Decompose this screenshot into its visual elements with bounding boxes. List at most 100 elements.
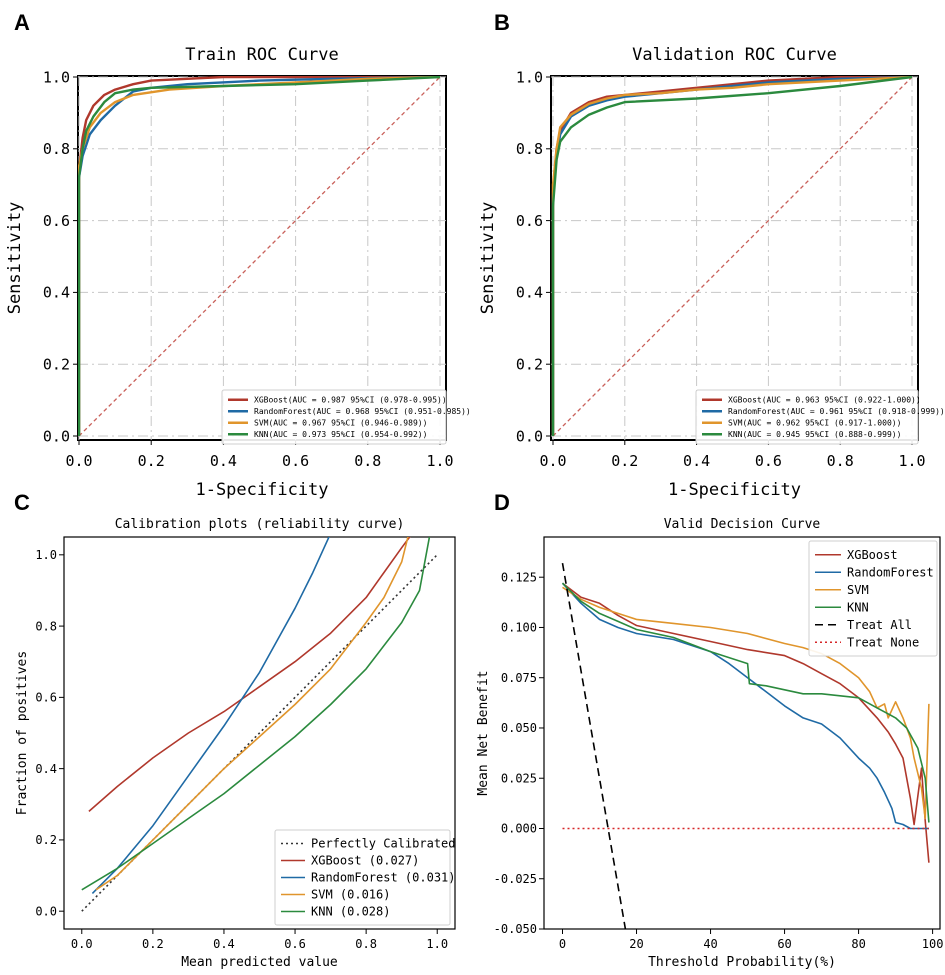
panel-b-y-tick-label-4: 0.8	[516, 140, 543, 158]
panel-a-y-tick-label-5: 1.0	[43, 68, 70, 86]
panel-d-y-tick-label-6: 0.100	[501, 621, 537, 635]
panel-a-x-tick-label-3: 0.6	[282, 452, 309, 470]
panel-b-legend-label-randomforest: RandomForest(AUC = 0.961 95%CI (0.918-0.…	[728, 407, 945, 416]
panel-d-x-tick-label-1: 20	[629, 937, 643, 951]
panel-c-x-tick-label-3: 0.6	[284, 937, 306, 951]
calibration-chart: 0.0 0.2 0.4 0.6 0.8 1.0 0.0 0.2 0.4 0.6 0.8 1.0 Cali…	[15, 517, 456, 970]
panel-b-title: Validation ROC Curve	[632, 45, 837, 65]
panel-a-x-tick-label-0: 0.0	[65, 452, 92, 470]
panel-d-series-knn	[561, 582, 930, 823]
panel-b-x-tick-label-1: 0.2	[611, 452, 638, 470]
panel-b-y-tick-label-5: 1.0	[516, 68, 543, 86]
panel-c-y-axis-label: Fraction of positives	[15, 651, 30, 815]
panel-b-legend-label-xgboost: XGBoost(AUC = 0.963 95%CI (0.922-1.000))	[728, 396, 921, 405]
panel-d-legend-label-treat-all: Treat All	[847, 618, 912, 632]
panel-a-x-tick-label-5: 1.0	[426, 452, 453, 470]
panel-a-y-tick-label-2: 0.4	[43, 284, 70, 302]
panel-a-series-xgboost	[78, 76, 440, 436]
panel-d-x-tick-label-5: 100	[922, 937, 944, 951]
panel-c-x-tick-label-1: 0.2	[142, 937, 164, 951]
panel-d-series-xgboost	[562, 582, 930, 863]
panel-a-y-tick-label-4: 0.8	[43, 140, 70, 158]
panel-d-x-tick-label-4: 80	[851, 937, 865, 951]
panel-c-y-tick-label-0: 0.0	[35, 904, 57, 918]
panel-a-x-tick-label-4: 0.8	[354, 452, 381, 470]
panel-label-b: B	[494, 10, 510, 35]
panel-d-series-randomforest	[561, 582, 929, 830]
panel-d-series-treat-all	[561, 562, 627, 929]
panel-b-chance-diagonal	[552, 76, 913, 437]
panel-d-x-tick-label-3: 60	[777, 937, 791, 951]
panel-a-y-tick-label-3: 0.6	[43, 212, 70, 230]
panel-d-y-tick-label-3: 0.025	[501, 771, 537, 785]
panel-b-x-tick-label-2: 0.4	[683, 452, 710, 470]
panel-b-legend	[695, 389, 919, 445]
panel-c-x-tick-label-5: 1.0	[426, 937, 448, 951]
panel-d-y-tick-label-1: -0.025	[494, 872, 537, 886]
panel-c-series-svm	[95, 537, 409, 891]
panel-a-title: Train ROC Curve	[185, 45, 339, 65]
panel-b-x-tick-label-5: 1.0	[898, 452, 925, 470]
panel-a-legend-label-svm: SVM(AUC = 0.967 95%CI (0.946-0.989))	[254, 419, 427, 428]
panel-b-legend-label-svm: SVM(AUC = 0.962 95%CI (0.917-1.000))	[728, 419, 901, 428]
panel-c-x-tick-label-0: 0.0	[71, 937, 93, 951]
panel-c-y-tick-label-4: 0.8	[35, 619, 57, 633]
panel-c-y-tick-label-1: 0.2	[35, 833, 57, 847]
panel-a-y-tick-label-0: 0.0	[43, 427, 70, 445]
panel-b-x-tick-label-4: 0.8	[827, 452, 854, 470]
panel-b-legend-label-knn: KNN(AUC = 0.945 95%CI (0.888-0.999))	[728, 430, 901, 439]
panel-c-y-tick-label-5: 1.0	[35, 548, 57, 562]
panel-a-x-tick-label-2: 0.4	[210, 452, 237, 470]
panel-d-legend-label-treat-none: Treat None	[847, 635, 919, 649]
panel-c-x-axis-label: Mean predicted value	[181, 955, 338, 970]
panel-b-x-tick-label-0: 0.0	[539, 452, 566, 470]
panel-b-y-tick-label-3: 0.6	[516, 212, 543, 230]
panel-label-a: A	[14, 10, 30, 35]
panel-d-x-tick-label-0: 0	[559, 937, 566, 951]
panel-b-y-axis-label: Sensitivity	[478, 202, 498, 315]
panel-b-axes-frame	[550, 75, 919, 441]
panel-d-y-tick-label-7: 0.125	[501, 570, 537, 584]
panel-d-y-tick-label-0: -0.050	[494, 922, 537, 936]
panel-a-x-axis-label: 1-Specificity	[195, 480, 328, 500]
panel-a-y-tick-label-1: 0.2	[43, 355, 70, 373]
panel-b-x-axis-label: 1-Specificity	[668, 480, 801, 500]
panel-d-y-tick-label-4: 0.050	[501, 721, 537, 735]
panel-c-series-randomforest	[91, 537, 330, 894]
panel-d-x-tick-label-2: 40	[703, 937, 717, 951]
panel-c-x-tick-label-4: 0.8	[355, 937, 377, 951]
panel-c-legend	[274, 829, 451, 926]
panel-d-legend-label-knn: KNN	[847, 600, 869, 614]
panel-a-x-tick-label-1: 0.2	[138, 452, 165, 470]
panel-d-x-axis-label: Threshold Probability(%)	[648, 955, 836, 970]
panel-d-y-tick-label-5: 0.075	[501, 671, 537, 685]
panel-c-y-tick-label-2: 0.4	[35, 762, 57, 776]
panel-a-y-axis-label: Sensitivity	[5, 202, 25, 315]
train-roc-chart: 0.0 0.2 0.4 0.6 0.8 1.0 0.0 0.2 0.4 0.6 0.8 1.0 Trai…	[5, 45, 471, 500]
panel-a-legend-label-randomforest: RandomForest(AUC = 0.968 95%CI (0.951-0.…	[254, 407, 471, 416]
panel-a-series-knn	[78, 76, 441, 436]
panel-b-x-tick-label-3: 0.6	[755, 452, 782, 470]
panel-c-legend-label-xgboost: XGBoost (0.027)	[311, 854, 419, 868]
panel-c-series-perfectly-calibrated	[81, 554, 438, 912]
panel-d-legend-label-randomforest: RandomForest	[847, 565, 934, 579]
panel-b-y-tick-label-1: 0.2	[516, 355, 543, 373]
panel-c-series-xgboost	[88, 537, 411, 813]
panel-c-title: Calibration plots (reliability curve)	[115, 517, 405, 532]
panel-c-y-tick-label-3: 0.6	[35, 691, 57, 705]
panel-c-series-knn	[81, 537, 431, 891]
panel-label-c: C	[14, 490, 30, 515]
panel-b-y-tick-label-0: 0.0	[516, 427, 543, 445]
panel-c-legend-label-svm: SVM (0.016)	[311, 888, 390, 902]
panel-d-legend	[808, 540, 938, 657]
panel-c-legend-label-perfectly-calibrated: Perfectly Calibrated	[311, 837, 456, 851]
panel-d-y-axis-label: Mean Net Benefit	[476, 670, 491, 795]
panel-a-legend-label-xgboost: XGBoost(AUC = 0.987 95%CI (0.978-0.995))	[254, 396, 447, 405]
panel-a-chance-diagonal	[78, 76, 441, 437]
panel-b-series-knn	[551, 76, 913, 436]
panel-d-legend-label-svm: SVM	[847, 583, 869, 597]
decision-curve-chart: 0 20 40 60 80 100 -0.050 -0.025 0.000 0.025 0.050 0…	[476, 517, 943, 970]
panel-c-legend-label-randomforest: RandomForest (0.031)	[311, 871, 456, 885]
